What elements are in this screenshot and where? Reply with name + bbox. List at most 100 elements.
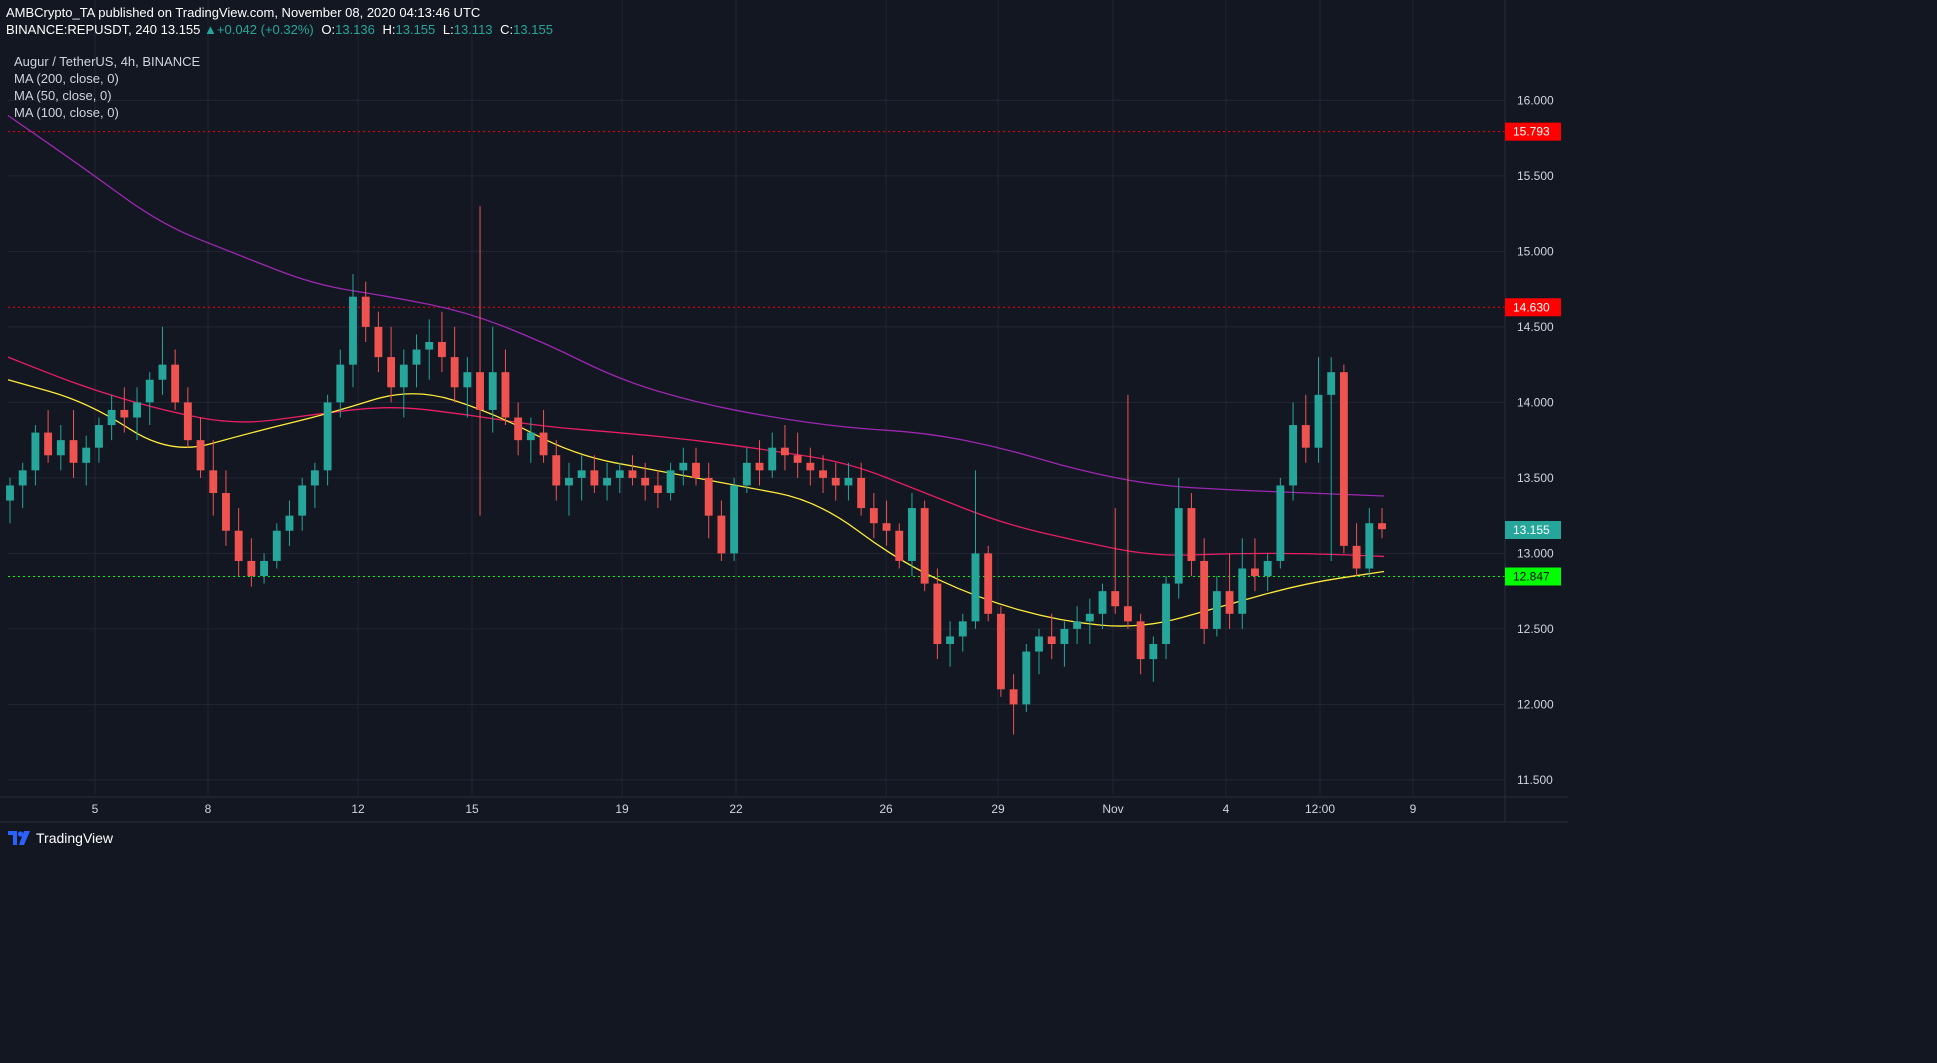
price-tags: 15.793 14.630 12.847 13.155: [1505, 122, 1561, 586]
x-tick-label: 26: [879, 802, 893, 816]
candle-body: [1225, 591, 1234, 614]
candle-body: [742, 462, 751, 486]
candle-body: [692, 462, 700, 478]
x-tick-label: 9: [1410, 802, 1417, 816]
candle-body: [1276, 485, 1285, 561]
level-tag-label: 12.847: [1513, 570, 1550, 584]
candle-body: [222, 493, 230, 531]
x-tick-label: Nov: [1102, 802, 1123, 816]
candle-body: [793, 455, 802, 463]
candle-body: [1022, 651, 1031, 705]
open-label: O:: [321, 22, 336, 37]
candle-body: [1301, 425, 1310, 448]
candle-body: [996, 613, 1005, 690]
x-tick-label: 19: [615, 802, 629, 816]
symbol-label[interactable]: BINANCE:REPUSDT, 240: [6, 22, 157, 37]
grid: [0, 0, 1568, 860]
candle-body: [31, 432, 40, 471]
candle-body: [628, 470, 637, 478]
y-tick-label: 14.500: [1517, 320, 1554, 334]
candle-body: [1149, 644, 1158, 660]
candle-body: [590, 470, 599, 486]
candle-body: [1289, 425, 1298, 486]
candle-body: [107, 409, 116, 426]
candle-body: [666, 470, 675, 493]
candle-body: [577, 470, 586, 478]
candle-body: [18, 470, 27, 486]
high-value: 13.155: [395, 22, 436, 37]
level-tag-bg: [1505, 567, 1561, 586]
chart-header: AMBCrypto_TA published on TradingView.co…: [6, 4, 553, 38]
candle-body: [94, 425, 103, 448]
candle-body: [158, 364, 167, 380]
candle-body: [82, 447, 91, 463]
candle-body: [704, 477, 713, 516]
indicator-ma200[interactable]: MA (200, close, 0): [14, 71, 119, 86]
level-tag-label: 14.630: [1513, 300, 1550, 314]
candle-body: [285, 515, 294, 531]
candlestick-chart[interactable]: 11.500 12.000 12.500 13.000 13.500 14.000 14.5…: [0, 0, 1568, 860]
candle-body: [971, 553, 980, 622]
candle-body: [526, 432, 535, 441]
candle-body: [1174, 508, 1183, 584]
y-tick-label: 15.000: [1517, 244, 1554, 258]
candle-body: [1314, 394, 1323, 448]
current-price-tag-label: 13.155: [1513, 523, 1550, 537]
y-tick-label: 13.500: [1517, 471, 1554, 485]
x-tick-label: 12: [351, 802, 365, 816]
chart-area[interactable]: 11.500 12.000 12.500 13.000 13.500 14.000 14.5…: [0, 0, 1568, 860]
candle-body: [349, 296, 357, 365]
level-tag-bg: [1505, 122, 1561, 141]
candle-body: [260, 560, 269, 577]
candle-body: [476, 372, 484, 410]
y-tick-label: 16.000: [1517, 93, 1554, 107]
candle-body: [361, 296, 370, 327]
candle-body: [1009, 689, 1018, 705]
candle-body: [1111, 591, 1120, 607]
candle-body: [603, 477, 612, 486]
candle-body: [857, 477, 866, 509]
candle-body: [882, 523, 891, 531]
candle-body: [120, 409, 129, 418]
candle-body: [209, 470, 218, 493]
candle-body: [717, 515, 726, 554]
level-tag-label: 15.793: [1513, 125, 1550, 139]
candle-body: [1162, 583, 1170, 644]
candle-body: [463, 372, 472, 388]
high-label: H:: [382, 22, 396, 37]
x-tick-label: 8: [205, 802, 212, 816]
footer-brand-label: TradingView: [36, 830, 114, 846]
candle-body: [539, 432, 548, 456]
candle-body: [1098, 591, 1107, 614]
candle-body: [437, 342, 446, 358]
candle-body: [387, 357, 396, 388]
candle-body: [488, 372, 497, 410]
candle-body: [1073, 621, 1082, 629]
candle-body: [1378, 523, 1386, 530]
ma-line: [7, 114, 1385, 497]
indicator-ma50[interactable]: MA (50, close, 0): [14, 88, 112, 103]
x-tick-label: 15: [465, 802, 479, 816]
candle-body: [450, 357, 459, 388]
candle-body: [44, 432, 53, 456]
candle-body: [1136, 621, 1145, 660]
footer-brand[interactable]: TradingView: [8, 830, 113, 846]
candle-body: [1047, 636, 1056, 644]
series-title[interactable]: Augur / TetherUS, 4h, BINANCE: [14, 54, 201, 69]
candle-body: [946, 636, 955, 644]
candle-body: [933, 583, 942, 644]
candle-body: [641, 477, 650, 486]
candle-body: [234, 530, 243, 561]
indicator-ma100[interactable]: MA (100, close, 0): [14, 105, 119, 120]
candles: [6, 206, 1386, 735]
chart-background: [0, 0, 1568, 860]
candle-body: [1200, 560, 1209, 629]
candle-body: [425, 342, 434, 350]
y-tick-label: 15.500: [1517, 169, 1554, 183]
up-arrow-icon: ▲: [204, 22, 217, 37]
candle-body: [755, 462, 764, 471]
candle-body: [183, 402, 192, 441]
candle-body: [768, 447, 777, 471]
close-label: C:: [500, 22, 514, 37]
low-value: 13.113: [453, 22, 493, 37]
